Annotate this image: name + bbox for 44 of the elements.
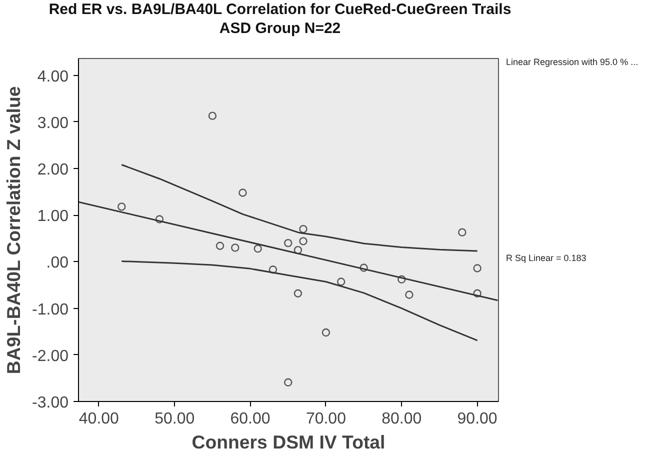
- line-series: [120, 260, 478, 342]
- point: [284, 238, 292, 248]
- point: [284, 378, 292, 386]
- line-series: [120, 164, 478, 252]
- point: [155, 215, 164, 224]
- point: [405, 290, 414, 299]
- point: [231, 244, 240, 252]
- y-tick-label: 3.00: [37, 114, 69, 132]
- x-tick-label: 90.00: [457, 410, 498, 428]
- y-tick-label: -3.00: [32, 394, 69, 412]
- point: [299, 224, 308, 234]
- y-tick-label: 2.00: [37, 161, 69, 178]
- y-tick-label: .00: [46, 254, 69, 272]
- x-tick-label: 80.00: [382, 410, 422, 428]
- y-axis-title: BA9L-BA40L Correlation Z value: [3, 86, 24, 374]
- x-axis-title: Conners DSM IV Total: [192, 432, 386, 452]
- x-tick-label: 40.00: [78, 410, 120, 428]
- chart-title: Red ER vs. BA9L/BA40L Correlation for CueRed-CueGreen Trails: [48, 1, 512, 18]
- y-tick-label: 4.00: [37, 68, 69, 86]
- text: Linear Regression with 95.0 % ...: [506, 56, 638, 69]
- point: [360, 264, 368, 272]
- point: [294, 289, 302, 298]
- point: [458, 228, 466, 236]
- point: [322, 328, 330, 337]
- point: [208, 112, 217, 120]
- point: [299, 237, 308, 246]
- point: [268, 266, 278, 274]
- point: [473, 289, 482, 298]
- x-tick-label: 70.00: [306, 410, 346, 428]
- point: [398, 275, 406, 284]
- x-tick-label: 60.00: [230, 410, 270, 428]
- point: [238, 188, 247, 197]
- point: [118, 202, 126, 211]
- point: [473, 264, 482, 272]
- point: [216, 242, 224, 250]
- point: [254, 244, 262, 253]
- y-tick-label: -1.00: [32, 301, 69, 318]
- y-tick-label: -2.00: [32, 348, 69, 365]
- point: [336, 278, 346, 286]
- text: R Sq Linear = 0.183: [506, 252, 586, 265]
- chart-subtitle: ASD Group N=22: [219, 20, 341, 37]
- point: [294, 246, 302, 254]
- x-tick-label: 50.00: [154, 410, 195, 428]
- y-tick-label: 1.00: [37, 208, 69, 226]
